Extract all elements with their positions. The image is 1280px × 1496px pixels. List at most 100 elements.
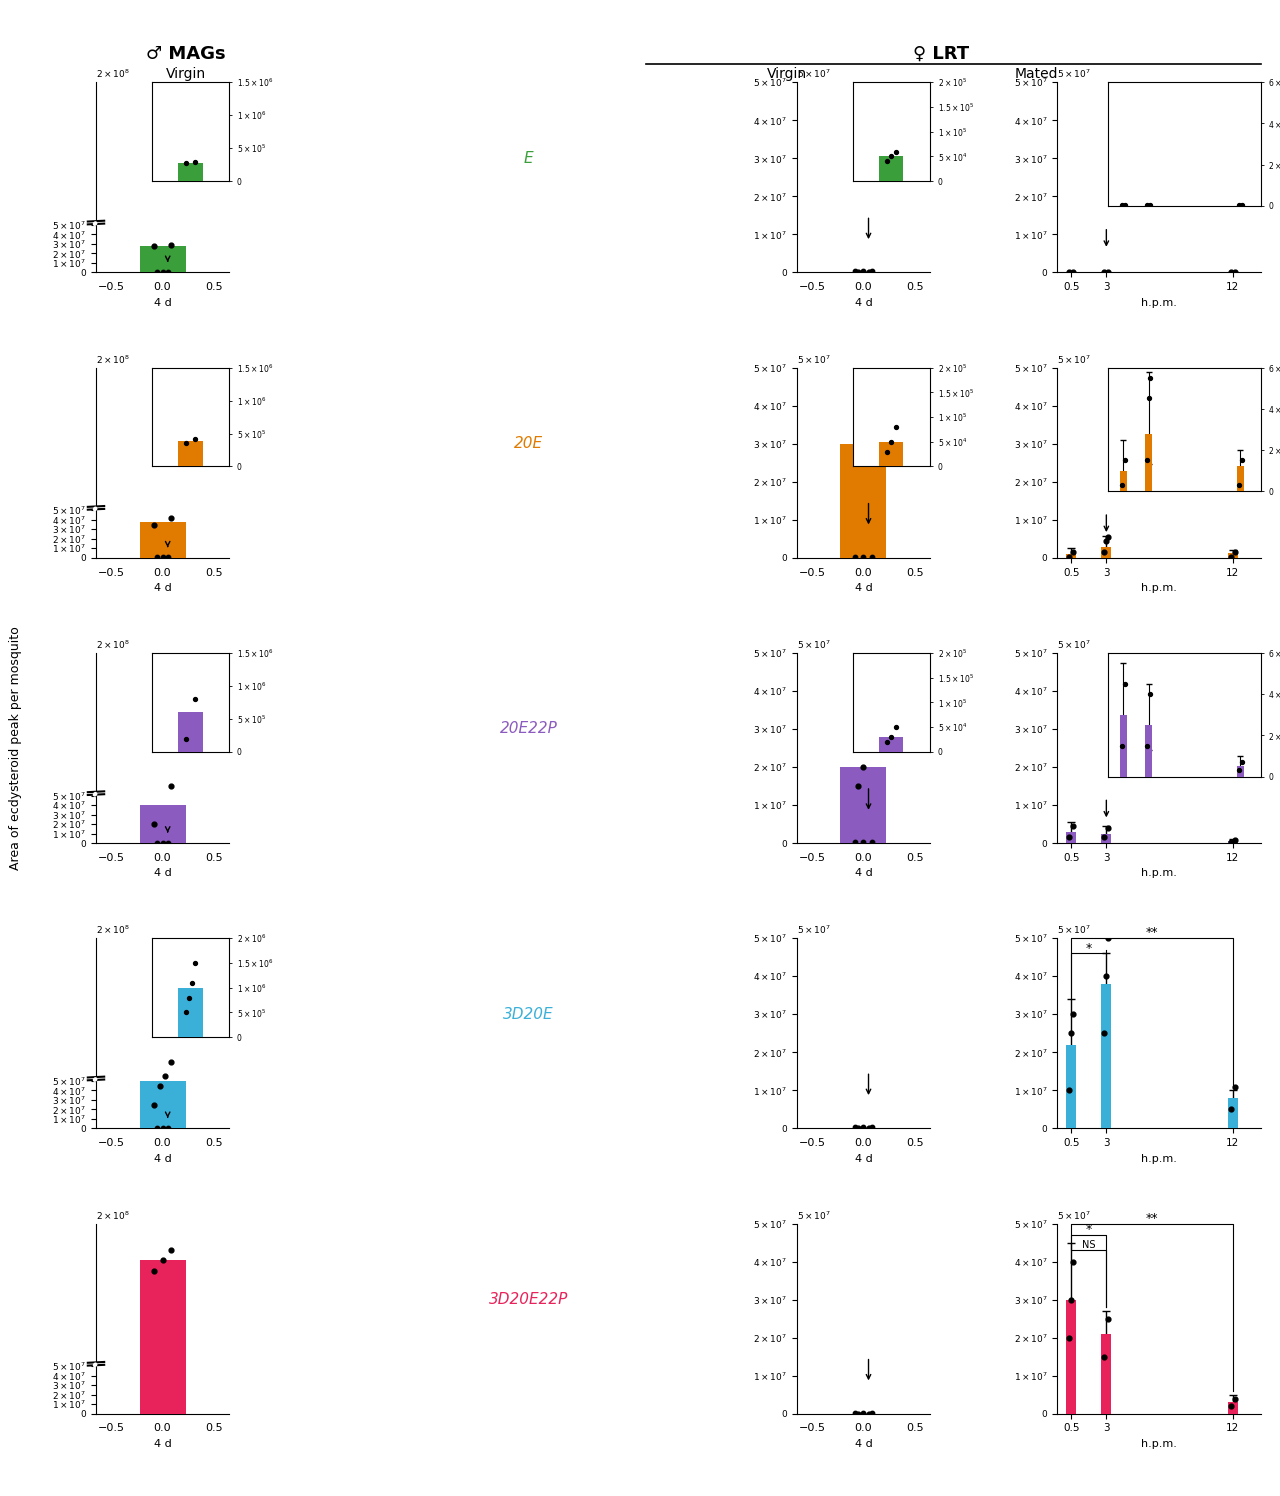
Text: *: * — [1085, 941, 1092, 954]
Point — [861, 1116, 882, 1140]
Text: 20E: 20E — [515, 437, 543, 452]
X-axis label: 4 d: 4 d — [154, 298, 172, 308]
X-axis label: 4 d: 4 d — [154, 1439, 172, 1450]
Text: $5 \times 10^{7}$: $5 \times 10^{7}$ — [1057, 67, 1091, 81]
Point — [147, 260, 168, 284]
Point — [854, 259, 874, 283]
X-axis label: 4 d: 4 d — [855, 583, 872, 592]
Text: **: ** — [1146, 1212, 1158, 1225]
Point — [854, 545, 874, 568]
Bar — [1101, 984, 1111, 1128]
Point — [147, 1116, 168, 1140]
Point — [1064, 814, 1084, 838]
Text: *: * — [1085, 1224, 1092, 1236]
Bar — [841, 767, 887, 844]
Text: **: ** — [1146, 926, 1158, 939]
Bar — [1066, 832, 1076, 844]
Point — [859, 1116, 879, 1140]
Text: Mated: Mated — [1015, 67, 1059, 81]
Point — [1220, 830, 1240, 854]
Point — [854, 755, 874, 779]
Point — [854, 1116, 874, 1140]
Bar — [1228, 554, 1238, 558]
Bar — [140, 805, 186, 844]
Point — [861, 259, 882, 283]
Point — [160, 233, 180, 257]
Point — [1059, 1325, 1079, 1349]
Text: $2 \times 10^{8}$: $2 \times 10^{8}$ — [96, 1209, 129, 1222]
Point — [1096, 528, 1116, 552]
Point — [1225, 1387, 1245, 1411]
Point — [152, 260, 173, 284]
Point — [157, 546, 178, 570]
Point — [854, 1402, 874, 1426]
Point — [859, 413, 879, 437]
Point — [854, 830, 874, 854]
Point — [845, 259, 865, 283]
Text: $5 \times 10^{7}$: $5 \times 10^{7}$ — [1057, 1209, 1091, 1222]
Point — [157, 260, 178, 284]
Point — [1220, 1394, 1240, 1418]
Point — [1225, 540, 1245, 564]
Point — [849, 773, 869, 797]
Text: $5 \times 10^{7}$: $5 \times 10^{7}$ — [797, 925, 831, 936]
Point — [1061, 1022, 1082, 1046]
Text: NS: NS — [1082, 1240, 1096, 1251]
Point — [1225, 829, 1245, 853]
Bar — [1066, 1300, 1076, 1414]
Point — [1220, 545, 1240, 568]
X-axis label: h.p.m.: h.p.m. — [1140, 298, 1176, 308]
X-axis label: 4 d: 4 d — [154, 583, 172, 592]
Point — [1059, 1079, 1079, 1103]
Bar — [140, 522, 186, 558]
Bar — [140, 245, 186, 272]
Point — [1094, 540, 1115, 564]
Point — [1061, 1288, 1082, 1312]
Point — [157, 1116, 178, 1140]
Point — [849, 450, 869, 474]
Point — [160, 1239, 180, 1263]
Text: $5 \times 10^{7}$: $5 \times 10^{7}$ — [1057, 639, 1091, 651]
Point — [1059, 260, 1079, 284]
Point — [145, 1092, 165, 1116]
Bar — [1101, 833, 1111, 844]
Point — [157, 830, 178, 854]
X-axis label: h.p.m.: h.p.m. — [1140, 583, 1176, 592]
Bar — [1101, 548, 1111, 558]
Text: Virgin: Virgin — [767, 67, 808, 81]
Point — [854, 260, 874, 284]
X-axis label: 4 d: 4 d — [855, 868, 872, 878]
Point — [1098, 260, 1119, 284]
Bar — [1228, 1402, 1238, 1414]
Point — [849, 1402, 869, 1426]
Point — [845, 1400, 865, 1424]
Text: $5 \times 10^{7}$: $5 \times 10^{7}$ — [797, 1209, 831, 1222]
Point — [160, 773, 180, 797]
Text: $5 \times 10^{7}$: $5 \times 10^{7}$ — [1057, 353, 1091, 365]
X-axis label: 4 d: 4 d — [855, 298, 872, 308]
Point — [859, 1402, 879, 1426]
Point — [1220, 1098, 1240, 1122]
Point — [160, 506, 180, 530]
X-axis label: 4 d: 4 d — [855, 1153, 872, 1164]
X-axis label: h.p.m.: h.p.m. — [1140, 1153, 1176, 1164]
X-axis label: h.p.m.: h.p.m. — [1140, 1439, 1176, 1450]
Point — [145, 235, 165, 259]
Point — [861, 545, 882, 568]
Bar — [1066, 554, 1076, 558]
Point — [1225, 1074, 1245, 1098]
X-axis label: 4 d: 4 d — [154, 868, 172, 878]
X-axis label: h.p.m.: h.p.m. — [1140, 868, 1176, 878]
Point — [147, 546, 168, 570]
Text: $5 \times 10^{7}$: $5 \times 10^{7}$ — [1057, 925, 1091, 936]
Point — [1064, 1002, 1084, 1026]
Bar — [1228, 1098, 1238, 1128]
Point — [861, 830, 882, 854]
Text: 20E22P: 20E22P — [499, 721, 558, 736]
Text: $5 \times 10^{7}$: $5 \times 10^{7}$ — [797, 639, 831, 651]
Point — [1064, 1249, 1084, 1273]
Bar — [1066, 1044, 1076, 1128]
Point — [1096, 965, 1116, 989]
Point — [1098, 525, 1119, 549]
Point — [1094, 1022, 1115, 1046]
